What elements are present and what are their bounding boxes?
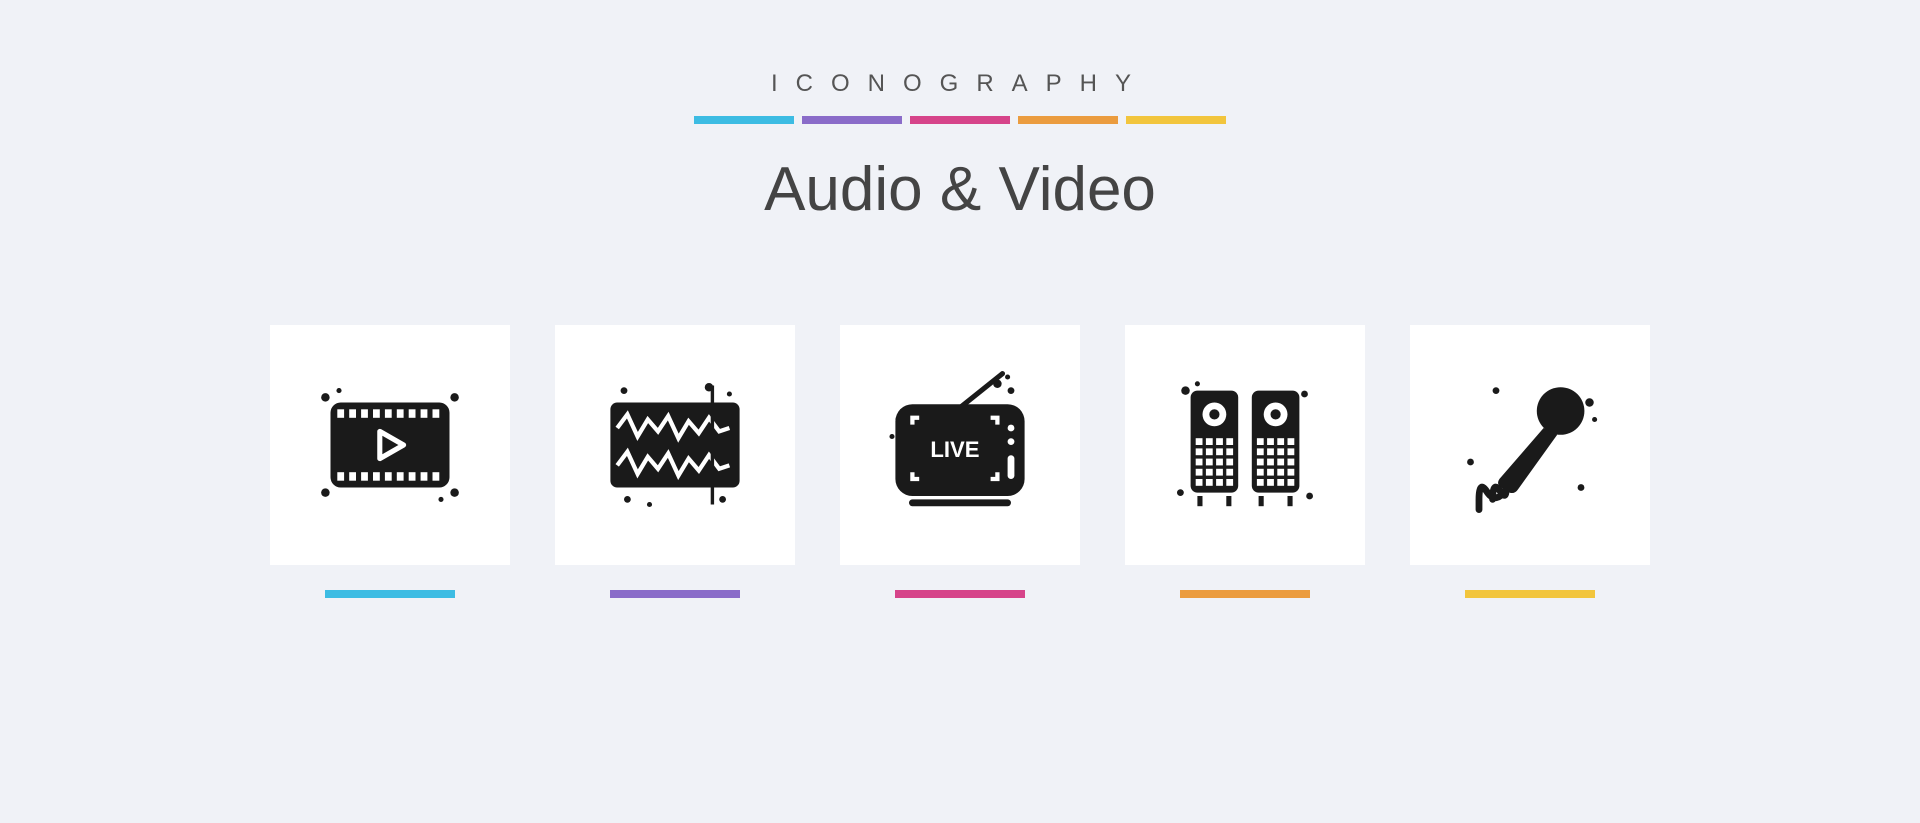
icons-row: LIVE (270, 325, 1650, 598)
underline-orange (1180, 590, 1310, 598)
live-tv-icon: LIVE (875, 360, 1045, 530)
icon-card-mic (1410, 325, 1650, 598)
microphone-icon (1445, 360, 1615, 530)
brand-label: ICONOGRAPHY (694, 70, 1226, 98)
video-player-icon (305, 360, 475, 530)
icon-box (555, 325, 795, 565)
underline-blue (325, 590, 455, 598)
header: ICONOGRAPHY Audio & Video (694, 70, 1226, 225)
color-bar (694, 116, 1226, 124)
color-segment-orange (1018, 116, 1118, 124)
icon-box (270, 325, 510, 565)
icon-box (1125, 325, 1365, 565)
color-segment-yellow (1126, 116, 1226, 124)
color-segment-purple (802, 116, 902, 124)
page-title: Audio & Video (694, 154, 1226, 225)
icon-box (1410, 325, 1650, 565)
icon-card-tv: LIVE (840, 325, 1080, 598)
color-segment-pink (910, 116, 1010, 124)
icon-card-speakers (1125, 325, 1365, 598)
underline-pink (895, 590, 1025, 598)
audio-wave-icon (590, 360, 760, 530)
icon-box: LIVE (840, 325, 1080, 565)
underline-purple (610, 590, 740, 598)
underline-yellow (1465, 590, 1595, 598)
icon-card-wave (555, 325, 795, 598)
icon-card-video (270, 325, 510, 598)
color-segment-blue (694, 116, 794, 124)
svg-text:LIVE: LIVE (930, 437, 979, 462)
speakers-icon (1160, 360, 1330, 530)
